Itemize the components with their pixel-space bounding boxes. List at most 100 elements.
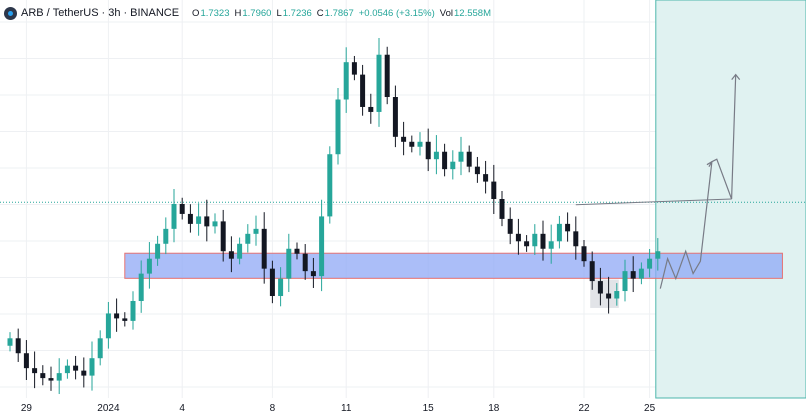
open-value: 1.7323 xyxy=(200,7,230,19)
candle-body xyxy=(204,216,210,227)
x-tick-label: 11 xyxy=(341,403,352,414)
candle-body xyxy=(32,368,38,374)
x-tick-label: 4 xyxy=(179,403,185,414)
candle-body xyxy=(417,141,423,147)
candle-body xyxy=(335,99,341,155)
close-value: 1.7867 xyxy=(324,7,354,19)
candle-body xyxy=(507,218,513,234)
x-tick-label: 8 xyxy=(270,403,276,414)
candle-body xyxy=(319,216,325,277)
candle-body xyxy=(540,233,546,249)
arbitrum-logo-icon xyxy=(4,6,17,20)
candle-body xyxy=(565,223,571,232)
separator-dot: · xyxy=(123,7,128,19)
candle-body xyxy=(64,365,70,374)
candle-body xyxy=(556,223,562,242)
low-label: L xyxy=(276,7,282,19)
candle-body xyxy=(23,353,29,369)
candle-body xyxy=(491,181,497,199)
candle-body xyxy=(515,233,521,242)
candle-body xyxy=(81,370,87,376)
candle-body xyxy=(179,203,185,214)
candle-body xyxy=(581,246,587,262)
candle-body xyxy=(171,203,177,229)
low-value: 1.7236 xyxy=(282,7,312,19)
candle-body xyxy=(327,154,333,217)
candle-body xyxy=(409,141,415,147)
candle-body xyxy=(138,273,144,301)
symbol-base[interactable]: ARB xyxy=(21,7,44,19)
volume-label: Vol xyxy=(439,7,454,19)
candle-body xyxy=(589,261,595,282)
candle-body xyxy=(89,358,95,376)
candle-body xyxy=(130,300,136,321)
candle-body xyxy=(146,258,152,274)
candle-body xyxy=(187,213,193,224)
candle-body xyxy=(376,54,382,112)
candlesticks xyxy=(7,38,661,395)
x-tick-label: 29 xyxy=(21,403,33,414)
interval-label[interactable]: 3h xyxy=(108,7,121,19)
candle-body xyxy=(466,151,472,167)
candle-body xyxy=(425,141,431,160)
change-value: +0.0546 (+3.15%) xyxy=(358,7,435,19)
candle-body xyxy=(286,248,292,279)
candle-body xyxy=(442,151,448,170)
candle-body xyxy=(97,338,103,359)
candle-body xyxy=(368,106,374,112)
candle-body xyxy=(622,271,628,292)
candle-body xyxy=(343,62,349,100)
candle-body xyxy=(73,365,79,371)
symbol-separator: / xyxy=(46,7,50,19)
candle-body xyxy=(56,373,62,381)
candle-body xyxy=(220,221,226,252)
exchange-label[interactable]: BINANCE xyxy=(130,7,180,19)
candle-body xyxy=(638,268,644,279)
candle-body xyxy=(524,241,530,247)
candle-body xyxy=(573,231,579,247)
trade-path-drawing xyxy=(575,73,741,289)
candle-body xyxy=(15,338,21,354)
candle-body xyxy=(360,74,366,107)
candle-body xyxy=(48,378,54,381)
close-label: C xyxy=(316,7,324,19)
candle-body xyxy=(483,174,489,182)
high-value: 1.7960 xyxy=(242,7,272,19)
candle-body xyxy=(433,151,439,160)
candle-body xyxy=(237,243,243,259)
open-label: O xyxy=(192,7,200,19)
candle-body xyxy=(597,281,603,294)
separator-dot: · xyxy=(101,7,106,19)
candle-body xyxy=(606,293,612,299)
candle-body xyxy=(614,291,620,299)
candle-body xyxy=(392,97,398,137)
candle-body xyxy=(105,313,111,339)
candle-body xyxy=(122,318,128,321)
candle-body xyxy=(647,258,653,269)
liquidity-sweep-box xyxy=(590,279,619,308)
x-tick-label: 22 xyxy=(578,403,590,414)
symbol-quote[interactable]: TetherUS xyxy=(52,7,99,19)
candle-body xyxy=(302,253,308,272)
candle-body xyxy=(630,271,636,279)
projected-path xyxy=(659,74,737,289)
x-tick-label: 2024 xyxy=(97,403,120,414)
candle-body xyxy=(253,228,259,234)
candle-body xyxy=(548,241,554,249)
candle-body xyxy=(196,216,202,224)
candle-body xyxy=(155,243,161,259)
candle-body xyxy=(474,166,480,175)
candle-body xyxy=(163,228,169,244)
x-tick-label: 25 xyxy=(644,403,656,414)
time-axis: 29 2024 4 8 11 15 18 22 25 xyxy=(21,403,656,414)
candle-body xyxy=(310,271,316,277)
volume-value: 12.558M xyxy=(454,7,491,19)
demand-zone xyxy=(124,252,783,279)
candle-body xyxy=(40,373,46,379)
candle-body xyxy=(499,199,505,219)
candle-body xyxy=(655,251,661,259)
high-label: H xyxy=(234,7,242,19)
candle-body xyxy=(458,151,464,162)
